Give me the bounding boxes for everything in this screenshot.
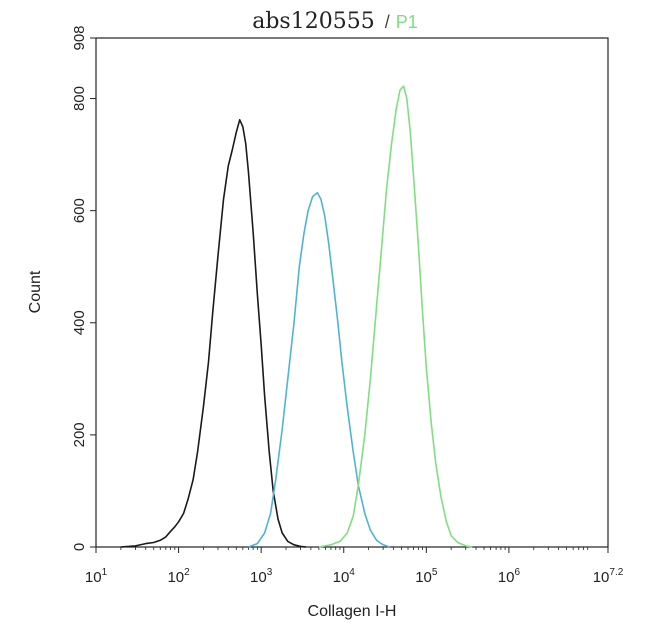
chart-title-sample: abs120555 xyxy=(252,9,374,34)
y-tick-label: 800 xyxy=(71,86,88,111)
x-axis: 101 102 103 104 105 106 107.2 xyxy=(85,547,624,586)
y-tick-label: 200 xyxy=(71,422,88,447)
histogram-curve-2 xyxy=(248,191,390,548)
x-tick-label: 102 xyxy=(167,567,190,586)
y-axis-title: Count xyxy=(27,270,44,313)
chart-title-gate: P1 xyxy=(396,12,418,32)
y-tick-label: 400 xyxy=(71,310,88,335)
x-tick-label: 107.2 xyxy=(593,567,624,586)
y-tick-label: 908 xyxy=(71,25,88,50)
series-layer xyxy=(120,85,473,548)
x-axis-title: Collagen I-H xyxy=(308,603,397,620)
y-tick-label: 0 xyxy=(71,543,88,551)
histogram-curve-3 xyxy=(318,85,473,548)
plot-frame xyxy=(95,37,609,548)
chart-title-separator: / xyxy=(385,12,390,32)
x-tick-label: 104 xyxy=(333,567,356,586)
x-tick-label: 103 xyxy=(250,567,273,586)
x-tick-label: 101 xyxy=(85,567,108,586)
x-tick-label: 105 xyxy=(415,567,438,586)
x-tick-label: 106 xyxy=(498,567,521,586)
y-tick-label: 600 xyxy=(71,198,88,223)
chart-title: abs120555 / P1 xyxy=(252,9,418,34)
histogram-curve-1 xyxy=(120,119,307,548)
y-axis: 0 200 400 600 800 908 xyxy=(71,25,96,551)
